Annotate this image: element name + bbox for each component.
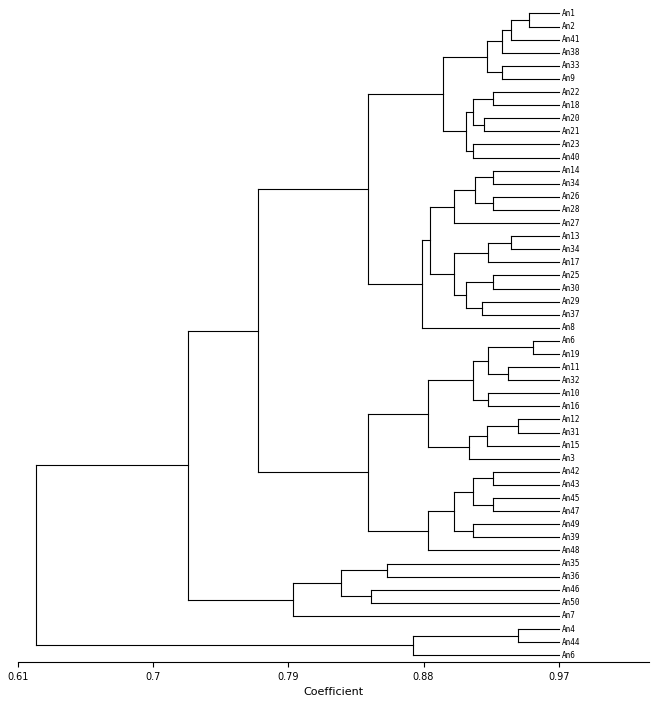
Text: An10: An10 (562, 389, 581, 398)
Text: An6: An6 (562, 337, 576, 346)
Text: An49: An49 (562, 520, 581, 529)
Text: An41: An41 (562, 35, 581, 44)
Text: An27: An27 (562, 218, 581, 227)
Text: An42: An42 (562, 467, 581, 477)
Text: An4: An4 (562, 624, 576, 634)
Text: An25: An25 (562, 271, 581, 280)
Text: An28: An28 (562, 206, 581, 215)
Text: An15: An15 (562, 441, 581, 450)
Text: An40: An40 (562, 153, 581, 162)
Text: An19: An19 (562, 349, 581, 358)
Text: An20: An20 (562, 114, 581, 122)
Text: An2: An2 (562, 22, 576, 31)
Text: An38: An38 (562, 49, 581, 57)
Text: An8: An8 (562, 323, 576, 332)
Text: An39: An39 (562, 533, 581, 542)
Text: An26: An26 (562, 192, 581, 201)
Text: An48: An48 (562, 546, 581, 555)
Text: An34: An34 (562, 245, 581, 253)
Text: An3: An3 (562, 454, 576, 463)
Text: An21: An21 (562, 127, 581, 136)
Text: An17: An17 (562, 258, 581, 267)
Text: An11: An11 (562, 363, 581, 372)
Text: An16: An16 (562, 402, 581, 411)
Text: An33: An33 (562, 61, 581, 70)
Text: An18: An18 (562, 101, 581, 110)
Text: An36: An36 (562, 572, 581, 581)
Text: An29: An29 (562, 297, 581, 306)
Text: An31: An31 (562, 428, 581, 437)
Text: An1: An1 (562, 9, 576, 18)
Text: An22: An22 (562, 87, 581, 96)
Text: An50: An50 (562, 598, 581, 608)
Text: An32: An32 (562, 376, 581, 384)
Text: An23: An23 (562, 140, 581, 149)
Text: An13: An13 (562, 232, 581, 241)
Text: An43: An43 (562, 480, 581, 489)
Text: An46: An46 (562, 585, 581, 594)
Text: An12: An12 (562, 415, 581, 424)
Text: An44: An44 (562, 638, 581, 647)
Text: An37: An37 (562, 310, 581, 319)
X-axis label: Coefficient: Coefficient (303, 687, 363, 697)
Text: An34: An34 (562, 180, 581, 188)
Text: An9: An9 (562, 75, 576, 84)
Text: An45: An45 (562, 494, 581, 503)
Text: An35: An35 (562, 559, 581, 568)
Text: An7: An7 (562, 612, 576, 620)
Text: An30: An30 (562, 284, 581, 293)
Text: An47: An47 (562, 507, 581, 515)
Text: An6: An6 (562, 650, 576, 660)
Text: An14: An14 (562, 166, 581, 175)
